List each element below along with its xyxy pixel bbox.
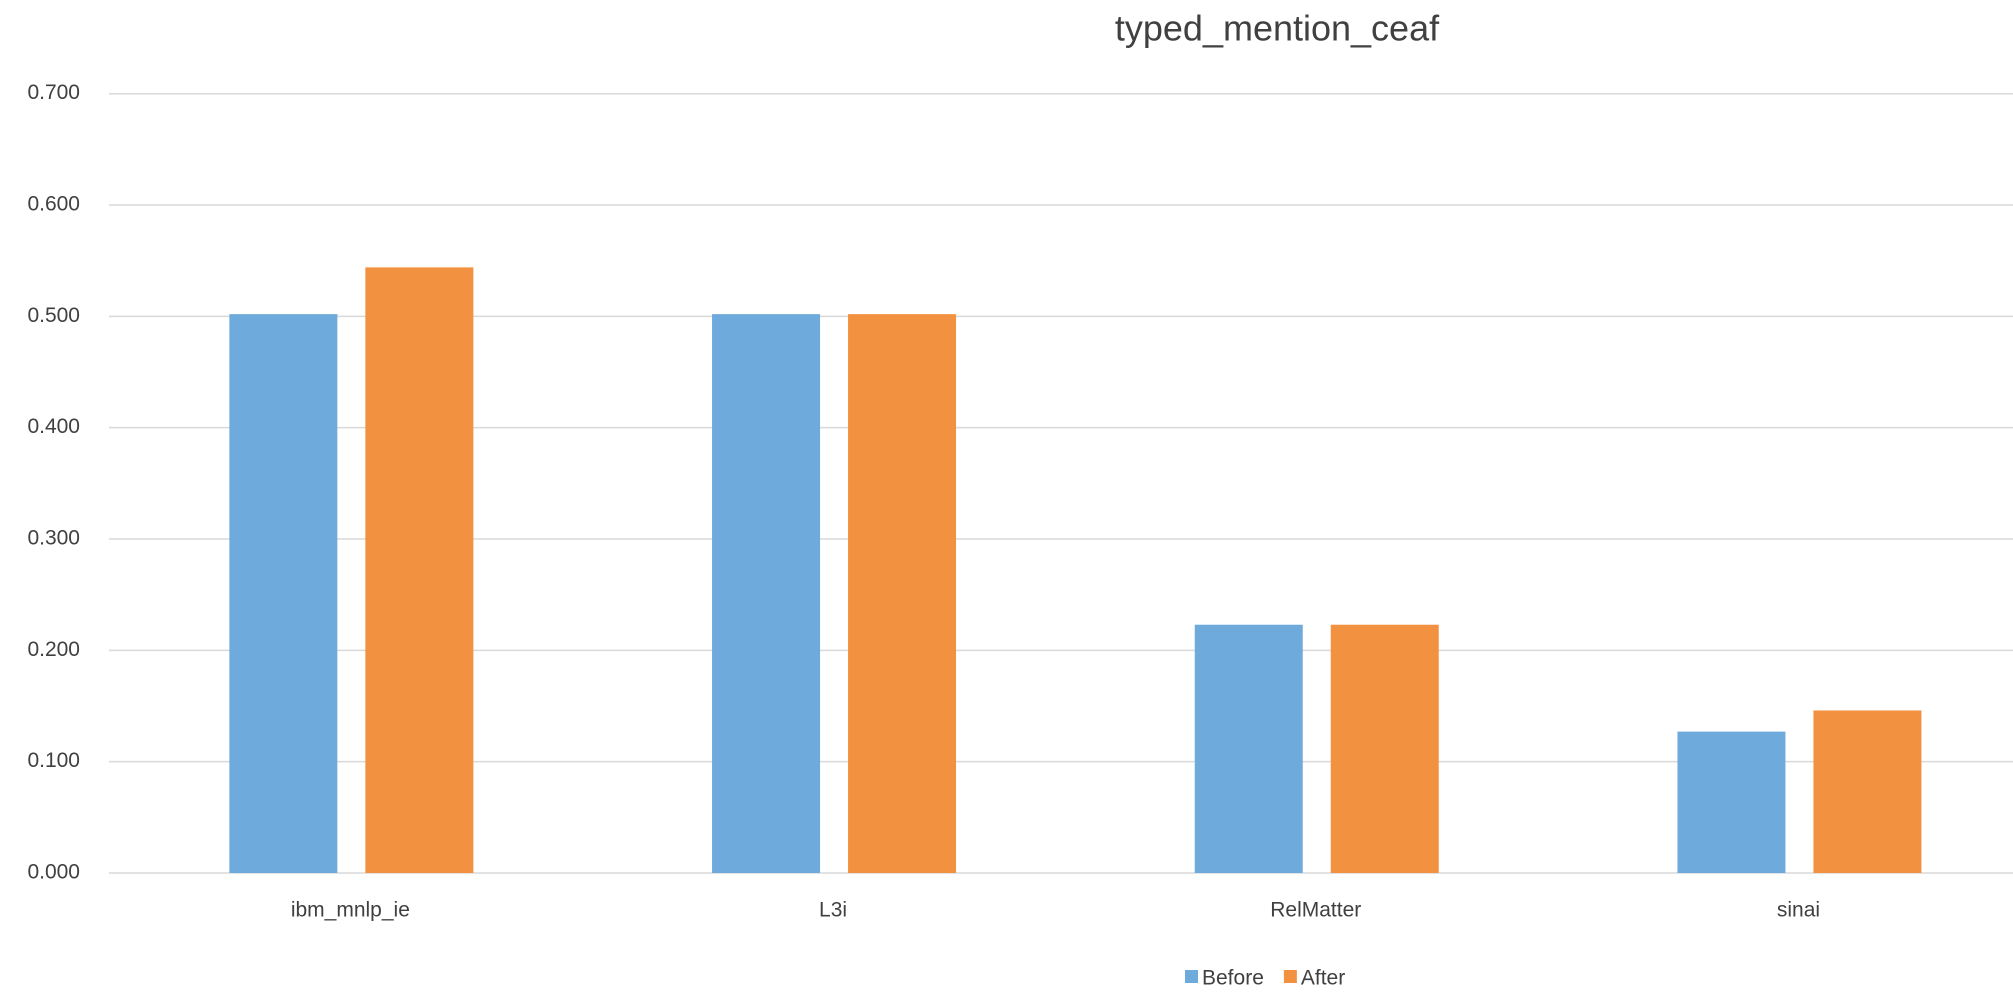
bar: [848, 314, 957, 873]
bar: [1677, 731, 1786, 873]
x-tick-label: RelMatter: [1270, 899, 1361, 922]
legend-label: Before: [1202, 967, 1264, 990]
x-tick-label: L3i: [819, 899, 847, 922]
y-tick-label: 0.300: [27, 527, 80, 550]
legend-swatch: [1185, 970, 1198, 983]
bar: [1194, 624, 1303, 873]
bar: [1330, 624, 1439, 873]
y-tick-label: 0.100: [27, 749, 80, 772]
y-tick-label: 0.600: [27, 193, 80, 216]
y-tick-label: 0.400: [27, 415, 80, 438]
x-tick-label: ibm_mnlp_ie: [291, 899, 410, 922]
x-tick-label: sinai: [1777, 899, 1820, 922]
y-tick-label: 0.200: [27, 638, 80, 661]
legend-label: After: [1301, 967, 1345, 990]
bar: [365, 267, 474, 873]
bar: [1813, 710, 1922, 873]
bar: [712, 314, 821, 873]
y-tick-label: 0.700: [27, 81, 80, 104]
legend-swatch: [1283, 970, 1297, 983]
bar: [229, 314, 338, 873]
y-tick-label: 0.000: [27, 861, 80, 884]
chart-title: typed_mention_ceaf: [1115, 8, 1440, 49]
y-tick-label: 0.500: [27, 304, 80, 327]
